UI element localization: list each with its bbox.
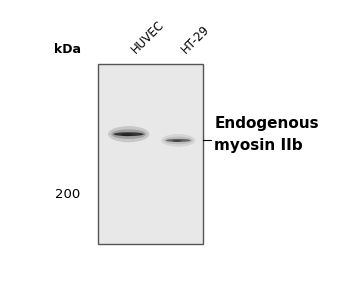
Text: HUVEC: HUVEC — [129, 17, 167, 56]
Text: kDa: kDa — [54, 43, 82, 56]
Ellipse shape — [161, 134, 195, 147]
Ellipse shape — [164, 136, 193, 144]
Text: 200: 200 — [55, 188, 80, 201]
Ellipse shape — [111, 129, 146, 139]
Ellipse shape — [121, 134, 133, 136]
Ellipse shape — [166, 139, 191, 142]
Ellipse shape — [172, 140, 182, 142]
Bar — [98, 64, 203, 244]
Text: HT-29: HT-29 — [179, 22, 212, 56]
Ellipse shape — [114, 132, 144, 136]
Text: myosin IIb: myosin IIb — [214, 138, 303, 153]
Text: Endogenous: Endogenous — [214, 116, 319, 131]
Ellipse shape — [108, 126, 149, 142]
